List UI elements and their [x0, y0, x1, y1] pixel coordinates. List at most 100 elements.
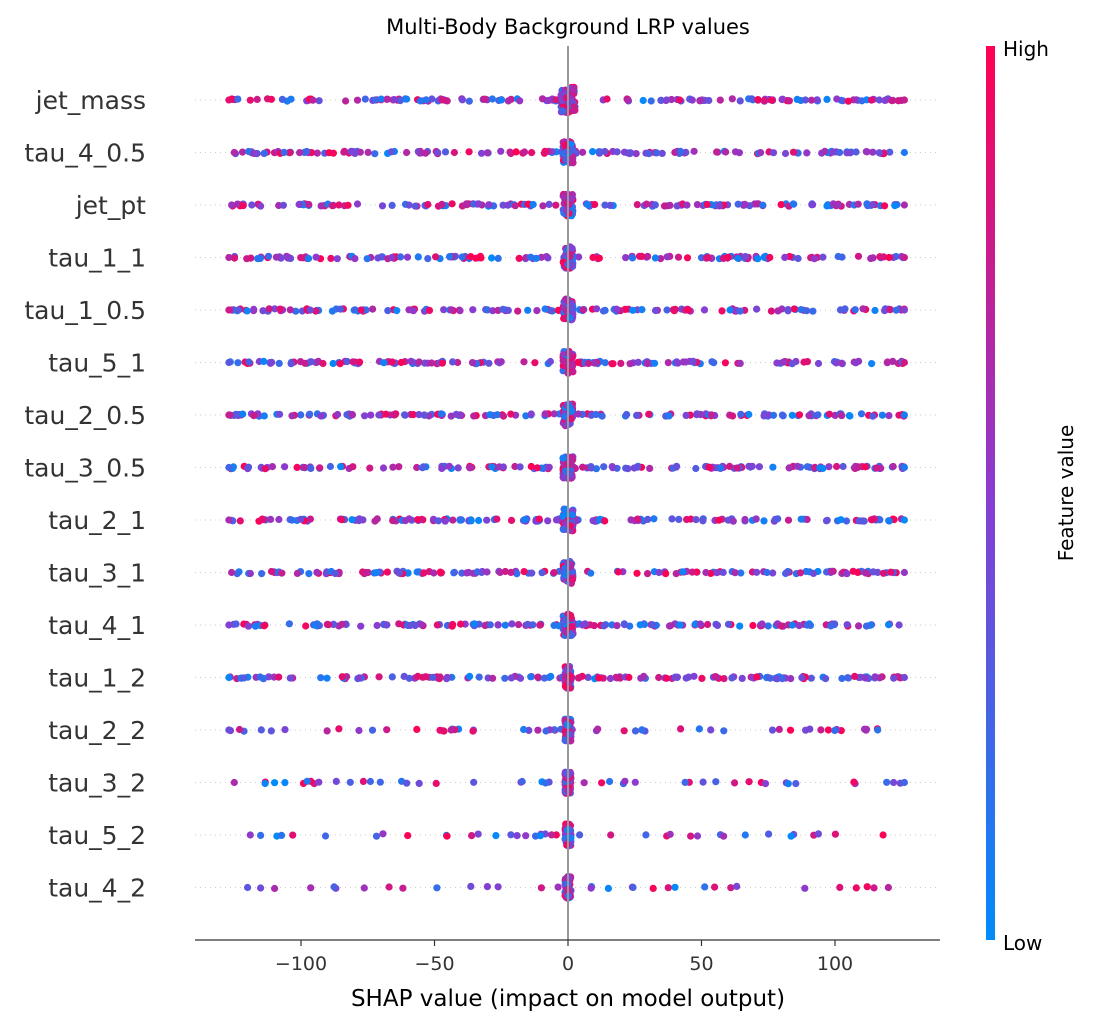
shap-point [468, 359, 477, 367]
shap-point [604, 884, 613, 893]
shap-point [317, 202, 325, 210]
shap-point [534, 673, 542, 681]
shap-point [688, 96, 696, 104]
shap-point [568, 407, 576, 415]
shap-point [816, 464, 824, 472]
shap-point [677, 725, 685, 733]
shap-point [765, 830, 773, 838]
shap-point [807, 96, 816, 104]
shap-point [457, 620, 465, 628]
shap-point [278, 569, 286, 577]
shap-point [833, 462, 841, 471]
shap-point [470, 620, 478, 628]
shap-point [713, 621, 722, 630]
shap-point [420, 569, 428, 577]
shap-point [225, 411, 233, 419]
shap-point [651, 254, 660, 262]
shap-point [731, 569, 739, 577]
shap-point [257, 884, 265, 892]
shap-point [852, 148, 860, 156]
shap-point [833, 95, 841, 103]
shap-point [613, 305, 621, 313]
shap-point [862, 148, 870, 156]
shap-point [760, 97, 769, 105]
shap-point [516, 674, 525, 682]
shap-point [601, 147, 609, 156]
shap-point [383, 621, 391, 629]
shap-point [424, 200, 432, 209]
shap-point [607, 831, 615, 839]
shap-point [533, 307, 541, 315]
shap-point [541, 305, 549, 313]
feature-row: tau_5_1 [48, 347, 940, 378]
shap-point [545, 200, 553, 208]
shap-point [550, 621, 558, 630]
shap-point [900, 411, 909, 419]
shap-point [542, 253, 551, 261]
shap-point [900, 463, 909, 472]
shap-point [550, 410, 558, 418]
shap-point [900, 306, 909, 314]
shap-point [663, 96, 671, 104]
shap-point [225, 253, 233, 262]
shap-point [468, 832, 476, 840]
shap-point [883, 778, 891, 786]
shap-point [267, 567, 276, 576]
shap-point [801, 96, 810, 104]
shap-point [302, 622, 310, 630]
shap-point [803, 463, 812, 471]
shap-point [445, 462, 453, 470]
feature-label: tau_5_1 [48, 349, 146, 378]
shap-point [506, 148, 514, 156]
shap-point [527, 673, 535, 681]
shap-point [244, 463, 253, 471]
shap-point [257, 831, 265, 840]
shap-point [438, 464, 446, 472]
shap-point [790, 200, 798, 208]
shap-point [831, 830, 840, 838]
shap-point [786, 726, 795, 734]
shap-point [531, 359, 539, 367]
shap-point [275, 673, 283, 681]
shap-point [292, 307, 300, 315]
feature-label: tau_2_0.5 [24, 401, 146, 430]
shap-point [707, 411, 715, 419]
shap-point [883, 358, 892, 366]
shap-point [257, 726, 265, 734]
shap-point [470, 200, 478, 208]
shap-point [450, 148, 458, 157]
shap-point [704, 254, 712, 262]
shap-point [499, 305, 507, 313]
shap-point [838, 674, 846, 683]
shap-point [234, 306, 243, 314]
shap-point [312, 307, 320, 315]
shap-point [230, 254, 239, 262]
shap-point [366, 777, 374, 786]
shap-point [708, 358, 716, 366]
shap-point [230, 778, 238, 787]
shap-point [878, 411, 887, 419]
shap-point [236, 517, 244, 525]
shap-point [230, 148, 238, 157]
shap-point [401, 411, 409, 419]
shap-point [437, 410, 445, 418]
shap-point [405, 201, 413, 209]
shap-point [267, 95, 275, 103]
shap-point [246, 831, 254, 839]
shap-point [813, 96, 821, 104]
shap-point [720, 675, 728, 683]
feature-label: tau_1_0.5 [24, 296, 146, 325]
shap-point [679, 568, 687, 576]
shap-point [900, 358, 909, 367]
shap-point [527, 410, 535, 418]
shap-point [575, 674, 583, 682]
shap-point [235, 725, 244, 734]
shap-point [281, 779, 289, 787]
shap-point [593, 305, 601, 313]
shap-point [698, 674, 706, 683]
shap-point [238, 148, 247, 156]
shap-point [225, 516, 233, 524]
shap-point [624, 96, 632, 104]
shap-point [432, 253, 440, 261]
shap-point [443, 832, 451, 840]
